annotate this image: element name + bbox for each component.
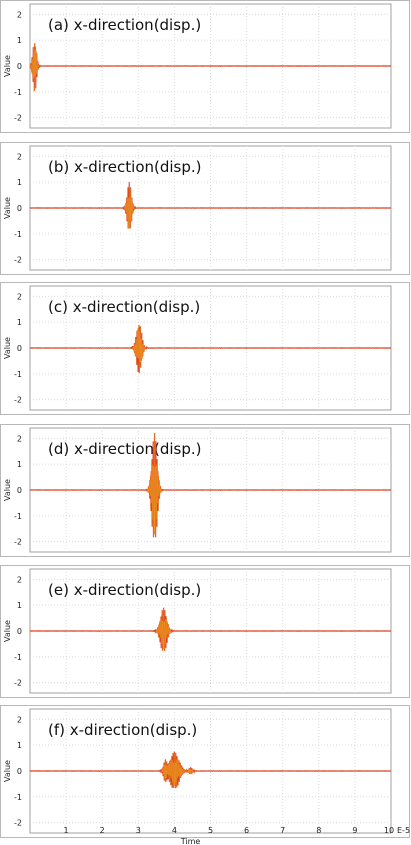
y-tick-label: -1 — [14, 230, 22, 239]
y-tick-label: 0 — [17, 62, 22, 71]
panel-title: (f) x-direction(disp.) — [48, 721, 197, 739]
y-tick-label: 2 — [17, 575, 22, 584]
y-tick-label: 2 — [17, 434, 22, 443]
signal-line-core — [29, 43, 392, 92]
y-tick-label: 1 — [17, 460, 22, 469]
panel-title: (c) x-direction(disp.) — [48, 298, 200, 316]
y-tick-label: 1 — [17, 601, 22, 610]
y-axis-title: Value — [3, 337, 12, 359]
y-tick-label: 1 — [17, 741, 22, 750]
signal-line-core — [29, 182, 392, 229]
x-tick-label: 2 — [100, 826, 105, 835]
panel-title: (e) x-direction(disp.) — [48, 581, 201, 599]
y-tick-label: -1 — [14, 653, 22, 662]
y-tick-label: 0 — [17, 627, 22, 636]
x-tick-label: 7 — [280, 826, 285, 835]
panel-title: (b) x-direction(disp.) — [48, 158, 202, 176]
chart-panel-e: -2 -1 0 1 2 Value (e) x-direction(disp.) — [0, 565, 410, 698]
y-tick-label: -2 — [14, 114, 22, 123]
signal-line-core — [29, 751, 392, 789]
y-axis-title: Value — [3, 55, 12, 77]
signal-line-core — [29, 607, 392, 651]
x-tick-label: 9 — [352, 826, 357, 835]
chart-panel-c: -2 -1 0 1 2 Value (c) x-direction(disp.) — [0, 282, 410, 415]
y-tick-label: 2 — [17, 152, 22, 161]
y-tick-label: -2 — [14, 679, 22, 688]
y-tick-label: -1 — [14, 370, 22, 379]
x-axis-title: Time — [180, 837, 201, 845]
panel-title: (a) x-direction(disp.) — [48, 16, 201, 34]
y-tick-label: 2 — [17, 10, 22, 19]
chart-panel-b: -2 -1 0 1 2 Value (b) x-direction(disp.) — [0, 142, 410, 275]
y-tick-label: 2 — [17, 292, 22, 301]
y-axis-title: Value — [3, 620, 12, 642]
y-tick-label: 1 — [17, 178, 22, 187]
y-axis-title: Value — [3, 760, 12, 782]
y-tick-label: -1 — [14, 512, 22, 521]
y-tick-label: -2 — [14, 538, 22, 547]
x-tick-label: 4 — [172, 826, 177, 835]
signal-line-core — [29, 433, 392, 538]
y-axis-title: Value — [3, 479, 12, 501]
y-tick-label: 2 — [17, 715, 22, 724]
y-tick-label: 1 — [17, 36, 22, 45]
chart-panel-d: -2 -1 0 1 2 Value (d) x-direction(disp.) — [0, 424, 410, 557]
signal-line-core — [29, 325, 392, 374]
y-axis-title: Value — [3, 197, 12, 219]
x-tick-label: 10 — [384, 826, 394, 835]
y-tick-label: -1 — [14, 793, 22, 802]
y-tick-label: 0 — [17, 486, 22, 495]
x-tick-label: 1 — [64, 826, 69, 835]
x-tick-label: 5 — [208, 826, 213, 835]
y-tick-label: -1 — [14, 88, 22, 97]
y-tick-label: 0 — [17, 344, 22, 353]
panel-title: (d) x-direction(disp.) — [48, 440, 202, 458]
x-tick-label: 6 — [244, 826, 249, 835]
chart-panel-f: -2 -1 0 1 2 Value (f) x-direction(disp.) 1 2 3 4 5 6… — [0, 705, 410, 838]
y-tick-label: -2 — [14, 819, 22, 828]
y-tick-label: -2 — [14, 396, 22, 405]
x-tick-label: 3 — [136, 826, 141, 835]
y-tick-label: 1 — [17, 318, 22, 327]
y-tick-label: 0 — [17, 204, 22, 213]
y-tick-label: -2 — [14, 256, 22, 265]
y-tick-label: 0 — [17, 767, 22, 776]
chart-panel-a: -2 -1 0 1 2 Value (a) x-direction(disp.) — [0, 0, 410, 133]
x-axis-exponent: E-5 — [397, 826, 410, 835]
x-tick-label: 8 — [316, 826, 321, 835]
